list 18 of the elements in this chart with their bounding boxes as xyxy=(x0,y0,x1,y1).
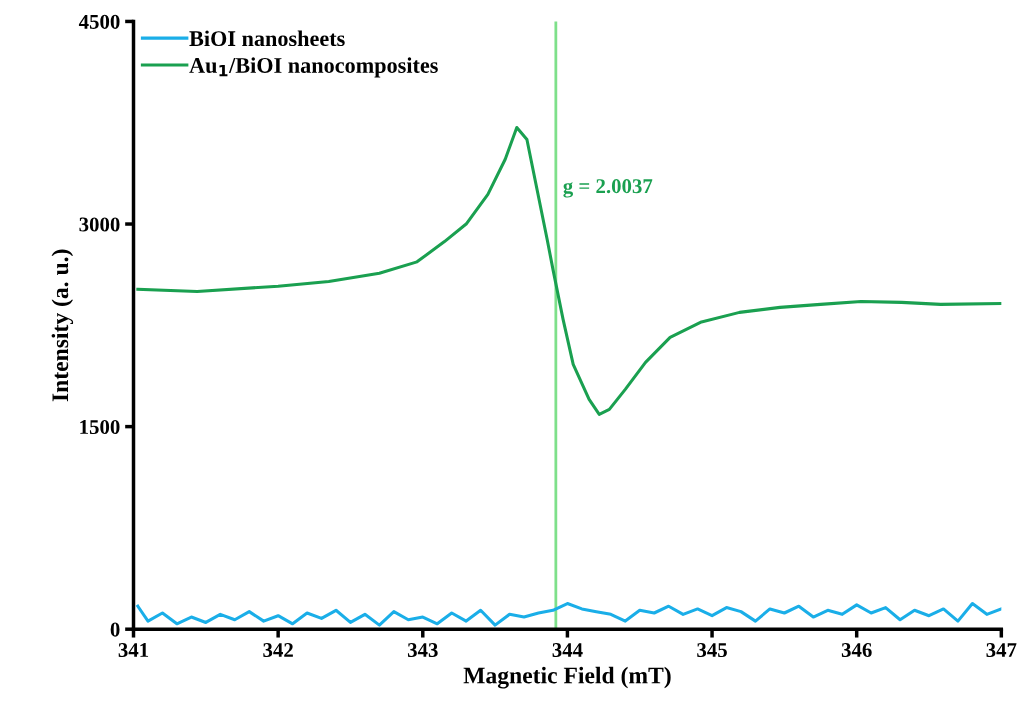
x-tick-label: 342 xyxy=(263,643,293,658)
x-tick-label: 346 xyxy=(841,643,872,658)
y-tick-label: 1500 xyxy=(80,419,120,435)
legend-label: BiOI nanosheets xyxy=(189,30,345,47)
x-tick-label: 343 xyxy=(407,643,438,658)
line-series xyxy=(136,125,1002,416)
x-tick-label: 347 xyxy=(986,643,1017,658)
x-tick-label: 345 xyxy=(697,643,727,658)
line-series xyxy=(136,602,1002,627)
y-axis-title: Intensity (a. u.) xyxy=(51,249,74,402)
annotation: g = 2.0037 xyxy=(563,179,653,198)
x-axis-title: Magnetic Field (mT) xyxy=(463,666,671,689)
y-tick-label: 3000 xyxy=(79,217,120,232)
y-tick-label: 4500 xyxy=(78,14,120,29)
x-tick-label: 344 xyxy=(552,643,583,658)
y-tick-label: 0 xyxy=(110,622,120,637)
x-tick-label: 341 xyxy=(118,643,149,658)
legend-label: Au$_{1}$/BiOI nanocomposites xyxy=(189,57,438,78)
